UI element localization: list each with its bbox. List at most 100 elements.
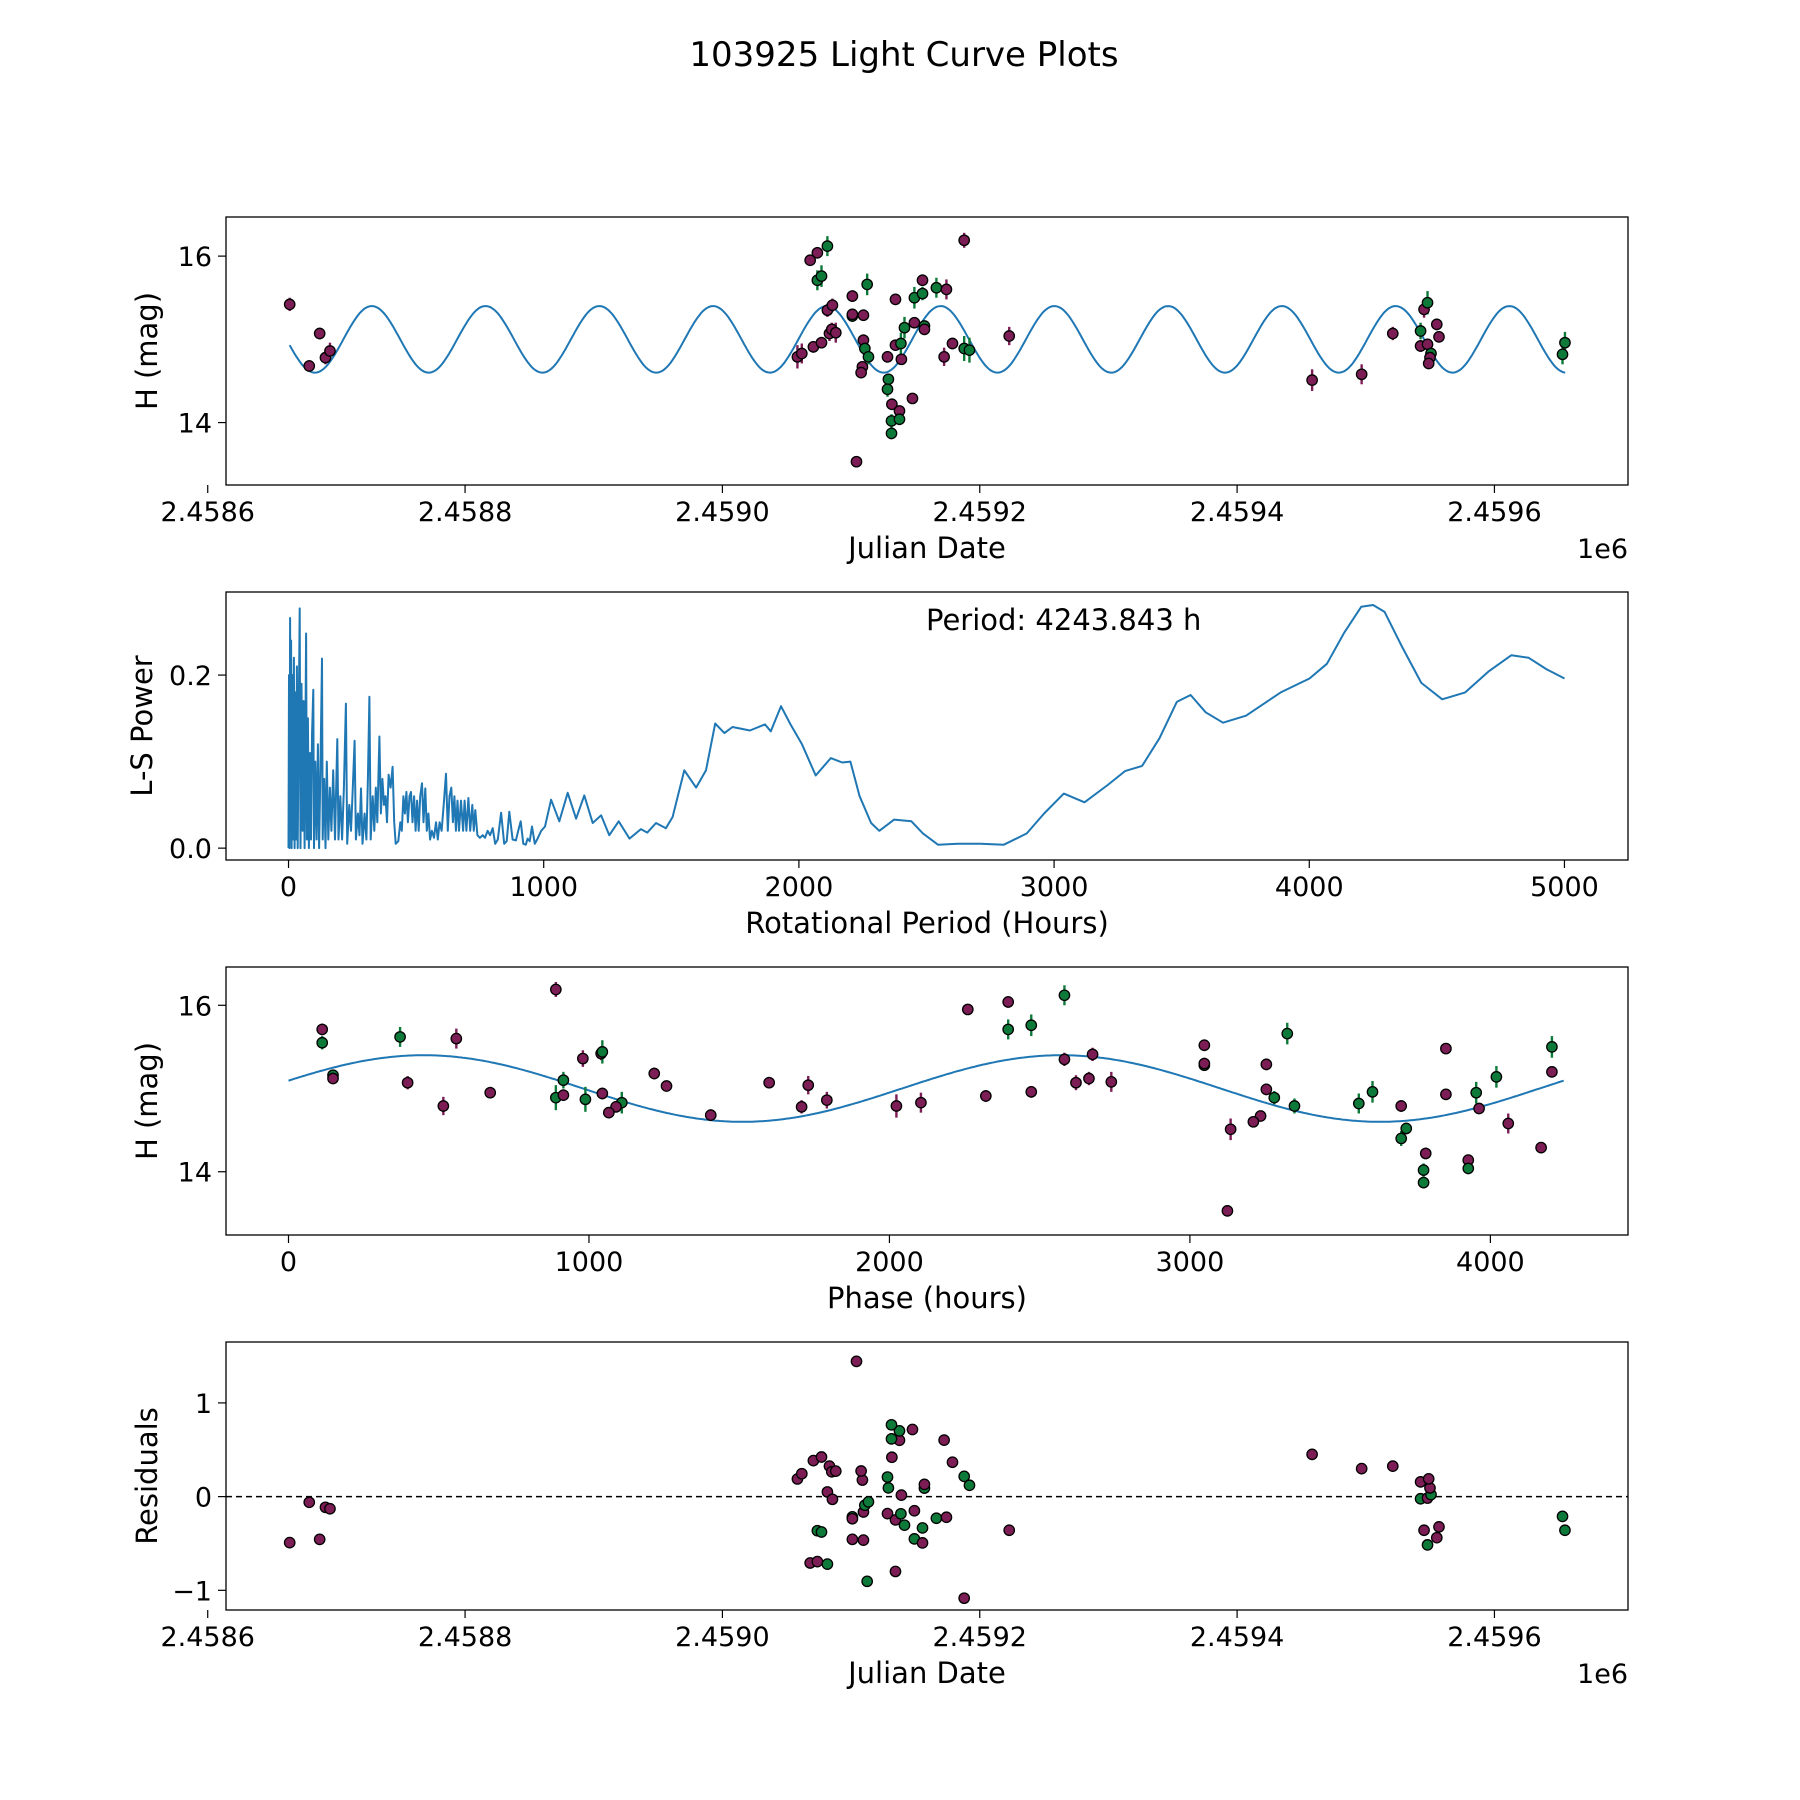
data-point: [1086, 1048, 1099, 1061]
data-point: [804, 254, 817, 267]
light-curve-panel: 2.4586 2.4588 2.4590 2.4592 2.4594 2.4596 14 16…: [130, 216, 1629, 565]
data-point: [316, 1023, 329, 1036]
periodogram-line: [287, 604, 1565, 850]
data-point: [602, 1106, 615, 1119]
x-tick-label: 2.4592: [933, 497, 1027, 528]
data-point: [1352, 1097, 1365, 1110]
data-point: [316, 1036, 329, 1049]
data-point: [283, 298, 296, 311]
data-point: [885, 1418, 898, 1431]
data-point: [895, 1507, 907, 1520]
data-point: [1003, 330, 1016, 342]
data-point: [795, 347, 808, 360]
figure-title: 103925 Light Curve Plots: [689, 35, 1118, 75]
data-point: [1395, 1100, 1408, 1112]
data-point: [1260, 1083, 1273, 1096]
data-point: [1002, 1023, 1015, 1036]
data-point: [862, 350, 875, 363]
data-point: [1470, 1086, 1483, 1099]
data-point: [401, 1076, 414, 1089]
data-point: [846, 290, 859, 302]
axes-frame: [225, 216, 1629, 486]
x-tick-label: 2.4588: [418, 1622, 512, 1653]
data-point: [1260, 1058, 1273, 1071]
data-point: [829, 326, 842, 339]
data-point: [1281, 1027, 1294, 1040]
data-point: [898, 321, 911, 334]
data-point: [1105, 1076, 1118, 1088]
y-tick-label: 14: [178, 1158, 212, 1189]
data-point: [303, 360, 316, 372]
data-point: [1288, 1100, 1301, 1112]
data-point: [958, 234, 971, 247]
data-point: [1386, 327, 1399, 340]
y-axis-label: H (mag): [130, 1042, 164, 1160]
data-point: [1421, 296, 1434, 309]
x-axis-label: Phase (hours): [827, 1281, 1027, 1315]
x-tick-label: 0: [280, 1247, 297, 1278]
x-axis-label: Julian Date: [846, 531, 1006, 565]
data-point: [963, 344, 976, 357]
x-tick-label: 5000: [1530, 872, 1599, 903]
data-point: [1414, 325, 1427, 337]
data-point: [882, 373, 895, 386]
data-point: [908, 316, 921, 329]
data-point: [979, 1090, 992, 1102]
data-point: [811, 1555, 824, 1568]
data-point: [704, 1109, 717, 1121]
model-curve: [288, 305, 1566, 374]
x-tick-label: 1000: [509, 872, 578, 903]
data-point: [1473, 1102, 1485, 1115]
data-point: [1083, 1072, 1095, 1085]
data-point: [938, 1434, 950, 1447]
data-point: [961, 1003, 974, 1016]
data-point: [815, 1526, 828, 1538]
data-point: [815, 336, 828, 349]
data-point: [820, 1094, 833, 1107]
data-point: [1419, 1147, 1432, 1160]
data-point: [946, 1456, 959, 1469]
data-point: [940, 283, 953, 296]
data-point: [1366, 1085, 1379, 1098]
data-point: [450, 1032, 463, 1045]
data-point: [889, 1565, 902, 1578]
y-axis-label: L-S Power: [125, 655, 159, 796]
x-tick-label: 4000: [1456, 1247, 1525, 1278]
data-point: [660, 1080, 673, 1092]
data-point: [1417, 1164, 1430, 1176]
data-point: [886, 398, 898, 411]
data-point: [1058, 989, 1071, 1002]
data-point: [1421, 1539, 1434, 1551]
data-point: [1058, 1053, 1071, 1066]
data-point: [895, 353, 908, 366]
data-point: [484, 1086, 497, 1099]
axes-frame: [225, 966, 1629, 1236]
data-point: [1355, 1462, 1368, 1475]
data-point: [303, 1496, 316, 1509]
data-point: [890, 1100, 903, 1112]
data-point: [893, 413, 906, 426]
x-tick-label: 2.4590: [675, 1622, 769, 1653]
x-axis-label: Rotational Period (Hours): [745, 906, 1109, 940]
data-point: [1221, 1205, 1234, 1217]
data-point: [882, 1482, 895, 1494]
x-tick-label: 2.4596: [1447, 1622, 1541, 1653]
data-point: [898, 1519, 911, 1532]
data-point: [1306, 374, 1318, 386]
plot-area: [288, 981, 1564, 1217]
y-tick-label: 0: [195, 1483, 212, 1514]
data-point: [908, 1504, 921, 1517]
data-point: [881, 1507, 894, 1520]
data-point: [1535, 1141, 1547, 1154]
y-tick-label: −1: [172, 1576, 212, 1607]
data-point: [1422, 357, 1435, 370]
y-tick-label: 0.2: [169, 661, 212, 692]
data-point: [1440, 1042, 1452, 1055]
data-point: [846, 308, 859, 321]
data-point: [1417, 1176, 1430, 1189]
data-point: [1355, 368, 1368, 381]
x-offset-label: 1e6: [1577, 534, 1628, 565]
data-point: [283, 1536, 296, 1549]
data-point: [1418, 1524, 1430, 1537]
